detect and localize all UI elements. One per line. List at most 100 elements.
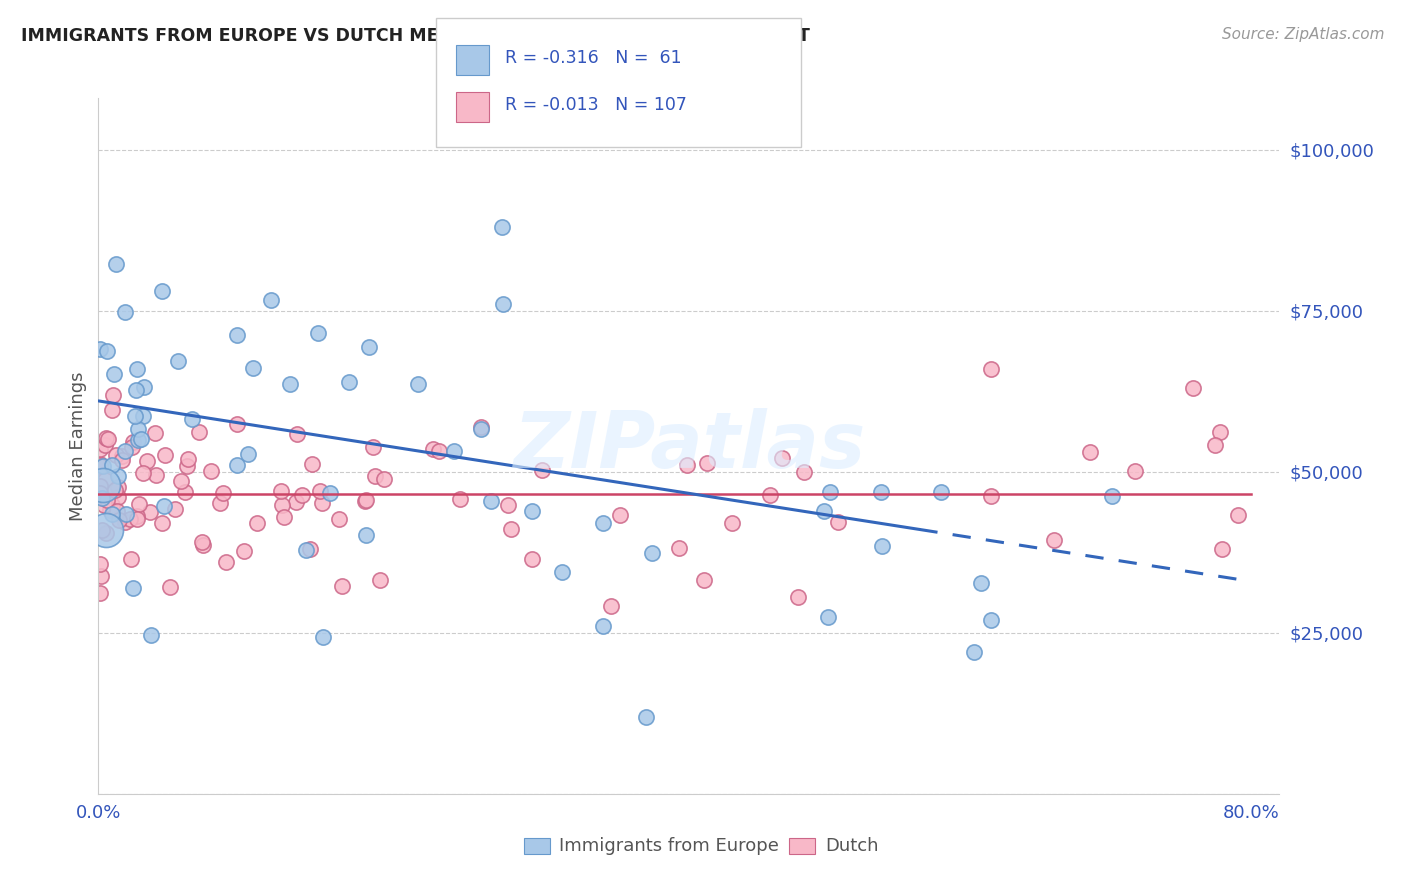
Point bbox=[167, 353, 190, 368]
Point bbox=[134, 380, 156, 394]
Point bbox=[1101, 489, 1123, 503]
Point bbox=[759, 488, 782, 502]
Point bbox=[187, 425, 209, 439]
Point bbox=[103, 367, 125, 381]
Point bbox=[233, 544, 256, 558]
Point bbox=[139, 505, 162, 519]
Point bbox=[284, 495, 307, 509]
Point bbox=[499, 522, 522, 536]
Point bbox=[328, 511, 350, 525]
Point bbox=[406, 377, 429, 392]
Point bbox=[181, 412, 204, 426]
Point bbox=[174, 485, 197, 500]
Point bbox=[122, 581, 145, 595]
Point bbox=[125, 508, 148, 523]
Point bbox=[145, 468, 167, 483]
Point bbox=[368, 573, 391, 587]
Point bbox=[491, 219, 513, 234]
Point bbox=[522, 504, 544, 518]
Point bbox=[813, 504, 835, 518]
Point bbox=[1211, 542, 1233, 557]
Point bbox=[238, 447, 260, 461]
Point bbox=[89, 457, 111, 471]
Point bbox=[176, 451, 198, 466]
Text: Source: ZipAtlas.com: Source: ZipAtlas.com bbox=[1222, 27, 1385, 42]
Point bbox=[242, 361, 264, 376]
Point bbox=[356, 492, 378, 507]
Point bbox=[449, 491, 471, 506]
Point bbox=[530, 463, 553, 477]
Point bbox=[1209, 425, 1232, 440]
Point bbox=[470, 420, 492, 434]
Point bbox=[225, 328, 247, 343]
Point bbox=[89, 479, 111, 493]
Point bbox=[287, 427, 309, 442]
Point bbox=[1204, 438, 1226, 452]
Point bbox=[364, 469, 387, 483]
Y-axis label: Median Earnings: Median Earnings bbox=[69, 371, 87, 521]
Point bbox=[312, 630, 335, 644]
Point bbox=[89, 557, 111, 571]
Point bbox=[91, 458, 114, 473]
Point bbox=[443, 444, 465, 458]
Point bbox=[641, 546, 664, 560]
Point bbox=[150, 284, 173, 298]
Point bbox=[980, 613, 1002, 627]
Point bbox=[1078, 444, 1101, 458]
Point bbox=[270, 484, 292, 499]
Point bbox=[980, 361, 1002, 376]
Point bbox=[770, 450, 793, 465]
Point bbox=[676, 458, 699, 472]
Point bbox=[226, 417, 249, 431]
Point bbox=[125, 383, 148, 397]
Point bbox=[278, 376, 301, 391]
Point bbox=[307, 326, 329, 340]
Point bbox=[90, 568, 112, 582]
Point bbox=[200, 464, 222, 478]
Point bbox=[127, 421, 149, 435]
Point bbox=[89, 486, 111, 500]
Text: Immigrants from Europe: Immigrants from Europe bbox=[560, 837, 779, 855]
Point bbox=[143, 425, 166, 440]
Point bbox=[94, 438, 117, 452]
Point bbox=[720, 516, 742, 530]
Point bbox=[111, 449, 134, 463]
Point bbox=[91, 477, 114, 491]
Point bbox=[120, 512, 142, 526]
Point bbox=[129, 432, 152, 446]
Point bbox=[592, 619, 614, 633]
Point bbox=[330, 579, 353, 593]
Point bbox=[91, 491, 114, 506]
Point bbox=[311, 496, 333, 510]
Point bbox=[191, 538, 214, 552]
Point bbox=[693, 573, 716, 587]
Point bbox=[427, 443, 450, 458]
Point bbox=[127, 362, 149, 376]
Point bbox=[787, 590, 810, 604]
Text: R = -0.013   N = 107: R = -0.013 N = 107 bbox=[505, 96, 686, 114]
Point bbox=[89, 458, 111, 473]
Point bbox=[153, 499, 176, 513]
Point bbox=[295, 542, 318, 557]
Point bbox=[94, 431, 117, 445]
Point bbox=[354, 528, 377, 542]
Point bbox=[1182, 381, 1205, 395]
Point bbox=[962, 645, 984, 659]
Point bbox=[122, 435, 145, 450]
Text: Dutch: Dutch bbox=[825, 837, 879, 855]
Point bbox=[522, 552, 544, 566]
Point bbox=[165, 501, 187, 516]
Text: ZIPatlas: ZIPatlas bbox=[513, 408, 865, 484]
Point bbox=[270, 499, 292, 513]
Point bbox=[111, 452, 134, 467]
Point bbox=[176, 458, 198, 473]
Point bbox=[105, 257, 128, 271]
Point bbox=[1043, 533, 1066, 548]
Point bbox=[301, 457, 323, 471]
Text: IMMIGRANTS FROM EUROPE VS DUTCH MEDIAN EARNINGS CORRELATION CHART: IMMIGRANTS FROM EUROPE VS DUTCH MEDIAN E… bbox=[21, 27, 810, 45]
Point bbox=[1226, 508, 1249, 522]
Point bbox=[107, 480, 129, 494]
Point bbox=[373, 472, 395, 486]
Point bbox=[96, 493, 118, 508]
Point bbox=[101, 498, 124, 512]
